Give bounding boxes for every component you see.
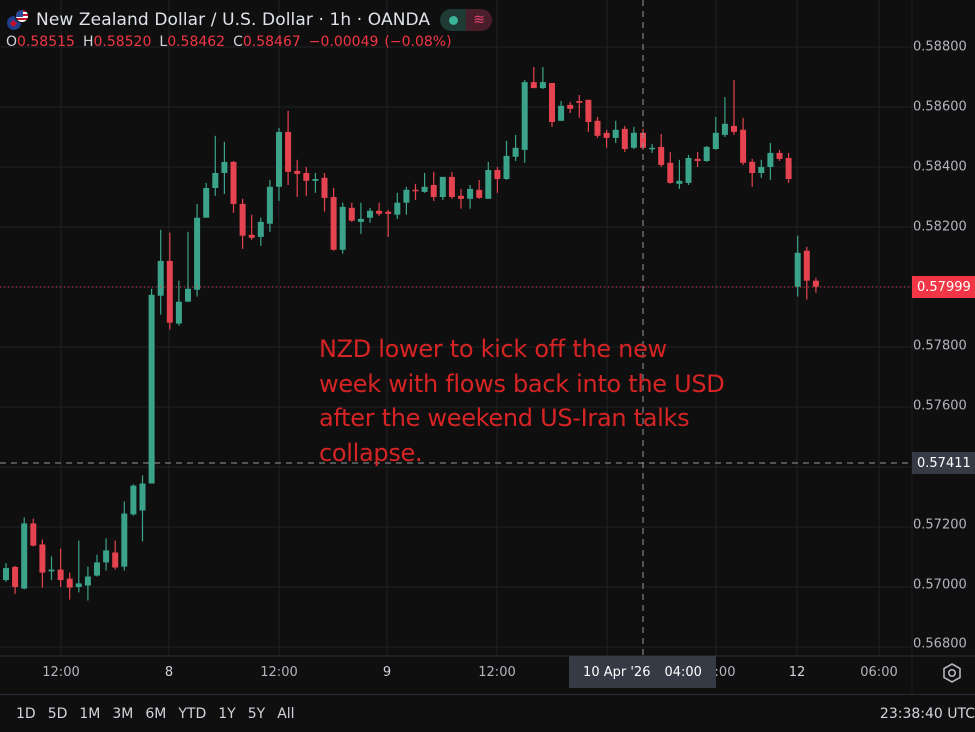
status-pill[interactable]: ≋ (440, 9, 493, 31)
settings-gear-icon[interactable] (941, 662, 963, 684)
price-tick: 0.58200 (913, 219, 967, 235)
annotation-line: NZD lower to kick off the new (319, 335, 667, 363)
crosshair-time-tag: 10 Apr '26 04:00 (569, 656, 716, 688)
time-tick: 12:00 (478, 665, 516, 680)
symbol-legend: New Zealand Dollar / U.S. Dollar · 1h · … (6, 8, 493, 50)
high-label: H (82, 34, 94, 50)
time-tick: 8 (164, 665, 174, 680)
close-value: 0.58467 (242, 34, 301, 50)
annotation-line: collapse. (319, 438, 423, 467)
range-5d-button[interactable]: 5D (47, 705, 68, 722)
price-tick: 0.58800 (913, 39, 967, 55)
range-all-button[interactable]: All (277, 705, 295, 722)
price-tick: 0.57200 (913, 517, 967, 533)
time-tick: 06:00 (860, 665, 898, 680)
price-tick: 0.57800 (913, 338, 967, 354)
crosshair-date: 10 Apr '26 (583, 664, 651, 680)
date-range-selector: 1D 5D 1M 3M 6M YTD 1Y 5Y All (10, 706, 301, 722)
range-1d-button[interactable]: 1D (16, 705, 36, 722)
price-tick: 0.58600 (913, 99, 967, 115)
low-label: L (159, 34, 168, 50)
price-tick: 0.57000 (913, 577, 967, 593)
open-label: O (6, 34, 18, 50)
range-6m-button[interactable]: 6M (145, 705, 167, 722)
nzd-usd-flags-icon (6, 9, 32, 31)
close-label: C (233, 34, 243, 50)
range-1y-button[interactable]: 1Y (218, 705, 236, 722)
price-tick: 0.58400 (913, 159, 967, 175)
range-ytd-button[interactable]: YTD (178, 705, 207, 722)
time-tick: :00 (714, 665, 736, 680)
range-3m-button[interactable]: 3M (112, 705, 134, 722)
high-value: 0.58520 (93, 34, 152, 50)
last-price-tag: 0.57999 (912, 276, 975, 298)
crosshair-price-tag: 0.57411 (912, 452, 975, 474)
ohlc-values: O 0.58515 H 0.58520 L 0.58462 C 0.58467 … (6, 34, 492, 50)
range-5y-button[interactable]: 5Y (247, 705, 266, 722)
annotation-line: after the weekend US-Iran talks (319, 404, 690, 432)
wave-indicator-icon: ≋ (466, 9, 493, 31)
chart-annotation-text[interactable]: NZD lower to kick off the new week with … (319, 332, 799, 470)
open-value: 0.58515 (17, 34, 75, 50)
change-value: −0.00049 (308, 34, 379, 50)
time-tick: 12:00 (260, 665, 298, 680)
change-percent: (−0.08%) (384, 34, 452, 50)
symbol-title[interactable]: New Zealand Dollar / U.S. Dollar · 1h · … (36, 10, 431, 30)
market-open-dot-icon (440, 9, 467, 31)
time-tick: 12:00 (42, 665, 80, 680)
time-tick: 12 (788, 665, 806, 680)
low-value: 0.58462 (167, 34, 226, 50)
price-tick: 0.56800 (913, 636, 967, 652)
time-tick: 9 (382, 665, 392, 680)
range-1m-button[interactable]: 1M (79, 705, 101, 722)
bottom-toolbar: 1D 5D 1M 3M 6M YTD 1Y 5Y All 23:38:40 UT… (0, 694, 975, 732)
utc-clock[interactable]: 23:38:40 UTC (879, 705, 975, 722)
annotation-line: week with flows back into the USD (319, 369, 725, 398)
price-tick: 0.57600 (913, 398, 967, 414)
candlestick-plot[interactable] (0, 0, 975, 694)
crosshair-time: 04:00 (664, 664, 702, 680)
